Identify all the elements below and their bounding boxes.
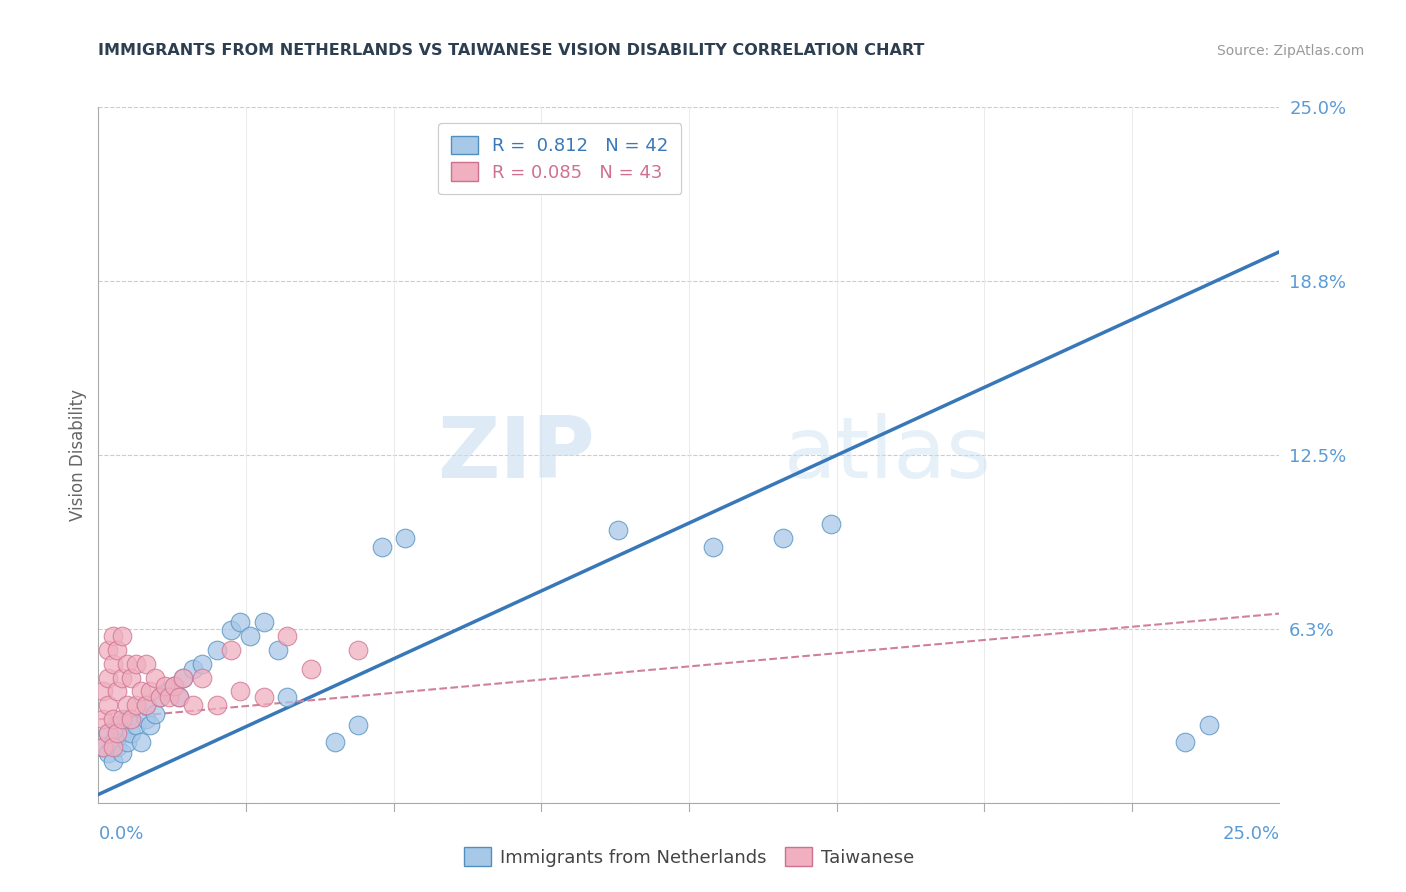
Point: [229, 684, 252, 698]
Point: [205, 698, 228, 713]
Point: [135, 698, 157, 713]
Point: [191, 657, 214, 671]
Point: [772, 532, 794, 546]
Point: [219, 642, 242, 657]
Point: [135, 698, 157, 713]
Point: [121, 726, 143, 740]
Point: [121, 712, 143, 726]
Point: [1174, 734, 1197, 748]
Point: [253, 690, 276, 704]
Point: [394, 532, 416, 546]
Point: [163, 679, 186, 693]
Point: [115, 712, 138, 726]
Point: [157, 690, 180, 704]
Legend: Immigrants from Netherlands, Taiwanese: Immigrants from Netherlands, Taiwanese: [457, 840, 921, 874]
Legend: R =  0.812   N = 42, R = 0.085   N = 43: R = 0.812 N = 42, R = 0.085 N = 43: [439, 123, 681, 194]
Point: [91, 740, 114, 755]
Point: [111, 726, 134, 740]
Text: IMMIGRANTS FROM NETHERLANDS VS TAIWANESE VISION DISABILITY CORRELATION CHART: IMMIGRANTS FROM NETHERLANDS VS TAIWANESE…: [98, 43, 925, 58]
Text: ZIP: ZIP: [437, 413, 595, 497]
Point: [115, 734, 138, 748]
Point: [105, 726, 128, 740]
Point: [219, 624, 242, 638]
Point: [105, 684, 128, 698]
Point: [191, 671, 214, 685]
Text: atlas: atlas: [783, 413, 991, 497]
Point: [91, 740, 114, 755]
Point: [181, 662, 204, 676]
Point: [347, 718, 370, 732]
Point: [125, 718, 148, 732]
Point: [101, 657, 124, 671]
Point: [607, 523, 630, 537]
Point: [129, 734, 152, 748]
Point: [115, 657, 138, 671]
Point: [181, 698, 204, 713]
Point: [97, 746, 120, 760]
Point: [347, 642, 370, 657]
Point: [299, 662, 322, 676]
Point: [267, 642, 290, 657]
Point: [1198, 718, 1220, 732]
Point: [172, 671, 194, 685]
Point: [97, 726, 120, 740]
Point: [135, 712, 157, 726]
Point: [143, 671, 166, 685]
Point: [167, 690, 190, 704]
Point: [167, 690, 190, 704]
Point: [111, 671, 134, 685]
Point: [163, 679, 186, 693]
Point: [139, 718, 162, 732]
Point: [229, 615, 252, 629]
Point: [125, 657, 148, 671]
Point: [97, 671, 120, 685]
Point: [153, 679, 176, 693]
Point: [97, 642, 120, 657]
Point: [157, 684, 180, 698]
Point: [276, 690, 298, 704]
Point: [205, 642, 228, 657]
Point: [111, 712, 134, 726]
Point: [101, 740, 124, 755]
Point: [115, 698, 138, 713]
Point: [97, 726, 120, 740]
Point: [111, 629, 134, 643]
Point: [91, 684, 114, 698]
Point: [111, 746, 134, 760]
Point: [149, 690, 172, 704]
Point: [97, 698, 120, 713]
Point: [125, 698, 148, 713]
Y-axis label: Vision Disability: Vision Disability: [69, 389, 87, 521]
Point: [323, 734, 346, 748]
Point: [143, 706, 166, 721]
Point: [101, 734, 124, 748]
Point: [702, 540, 724, 554]
Point: [239, 629, 262, 643]
Point: [105, 718, 128, 732]
Point: [820, 517, 842, 532]
Point: [135, 657, 157, 671]
Point: [149, 690, 172, 704]
Point: [172, 671, 194, 685]
Text: Source: ZipAtlas.com: Source: ZipAtlas.com: [1216, 44, 1364, 58]
Point: [371, 540, 394, 554]
Point: [276, 629, 298, 643]
Text: 0.0%: 0.0%: [98, 825, 143, 843]
Point: [253, 615, 276, 629]
Text: 25.0%: 25.0%: [1222, 825, 1279, 843]
Point: [139, 684, 162, 698]
Point: [129, 684, 152, 698]
Point: [105, 642, 128, 657]
Point: [101, 754, 124, 768]
Point: [101, 629, 124, 643]
Point: [105, 740, 128, 755]
Point: [121, 671, 143, 685]
Point: [91, 712, 114, 726]
Point: [101, 712, 124, 726]
